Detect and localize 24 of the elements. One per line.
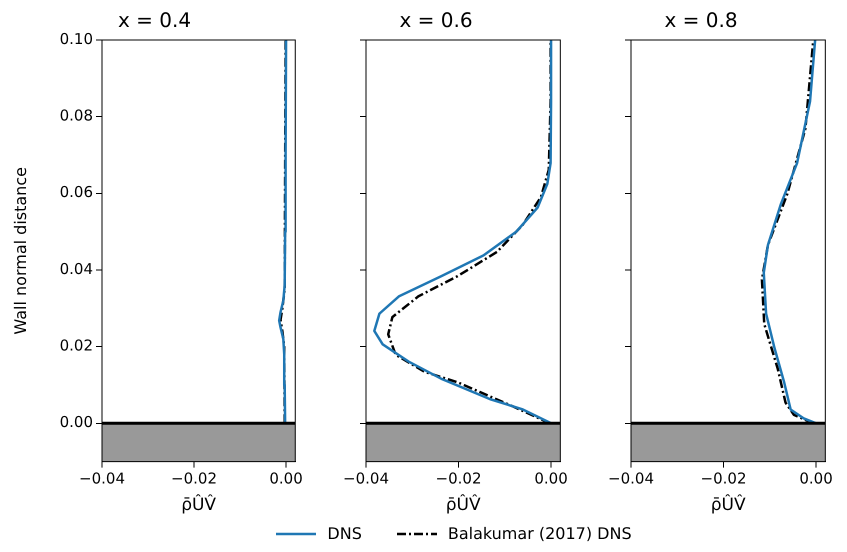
x-tick-label: 0.00 — [799, 469, 833, 488]
x-tick-label: −0.02 — [436, 469, 482, 488]
y-tick-label: 0.00 — [60, 413, 93, 432]
x-tick-label: −0.04 — [79, 469, 125, 488]
y-tick-label: 0.06 — [60, 183, 93, 202]
x-tick-label: −0.02 — [171, 469, 218, 488]
chart-title: x = 0.4 — [118, 8, 192, 32]
y-tick-label: 0.10 — [60, 30, 93, 48]
x-tick-label: −0.04 — [608, 469, 654, 488]
legend-label: Balakumar (2017) DNS — [448, 524, 632, 543]
x-tick-label: −0.04 — [343, 469, 389, 488]
x-axis-title: ρ̄ÛV̂ — [710, 494, 746, 516]
chart-title: x = 0.8 — [664, 8, 738, 32]
y-axis-title: Wall normal distance — [10, 167, 30, 335]
chart-title: x = 0.6 — [399, 8, 473, 32]
x-axis-title: ρ̄ÛV̂ — [446, 494, 481, 516]
y-tick-label: 0.08 — [60, 106, 93, 125]
x-tick-label: 0.00 — [269, 469, 303, 488]
y-tick-label: 0.02 — [60, 336, 93, 355]
x-axis-title: ρ̄ÛV̂ — [181, 494, 216, 516]
legend-label: DNS — [327, 524, 362, 543]
x-tick-label: −0.02 — [700, 469, 747, 488]
x-tick-label: 0.00 — [534, 469, 568, 488]
y-tick-label: 0.04 — [60, 260, 93, 278]
